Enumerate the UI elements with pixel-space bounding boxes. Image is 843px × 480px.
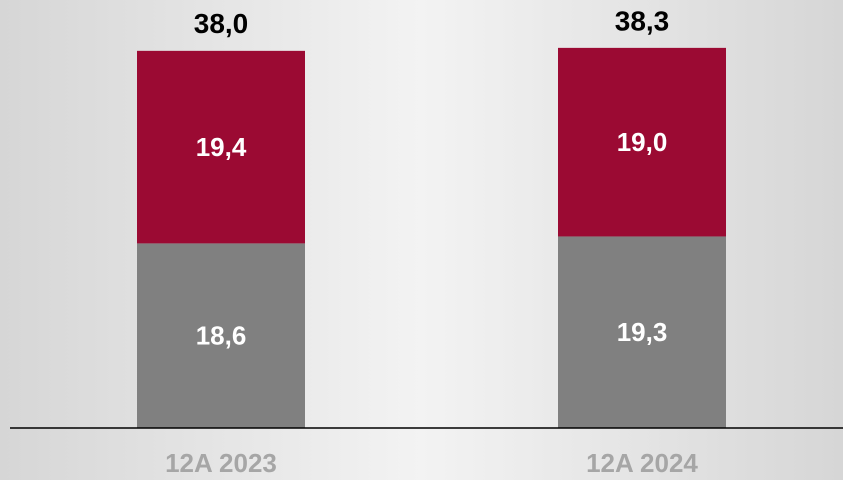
value-label: 19,0: [617, 127, 668, 157]
bar-segment: [558, 47, 726, 237]
value-label: 18,6: [196, 321, 247, 351]
value-label: 19,3: [617, 317, 668, 347]
total-label: 38,3: [615, 5, 670, 36]
value-label: 19,4: [196, 132, 247, 162]
bar-segment: [137, 50, 305, 244]
bar-segment: [558, 236, 726, 428]
x-tick-label: 12A 2023: [165, 448, 277, 478]
x-tick-label: 12A 2024: [586, 448, 698, 478]
bar-segment: [137, 243, 305, 428]
total-label: 38,0: [194, 8, 249, 39]
